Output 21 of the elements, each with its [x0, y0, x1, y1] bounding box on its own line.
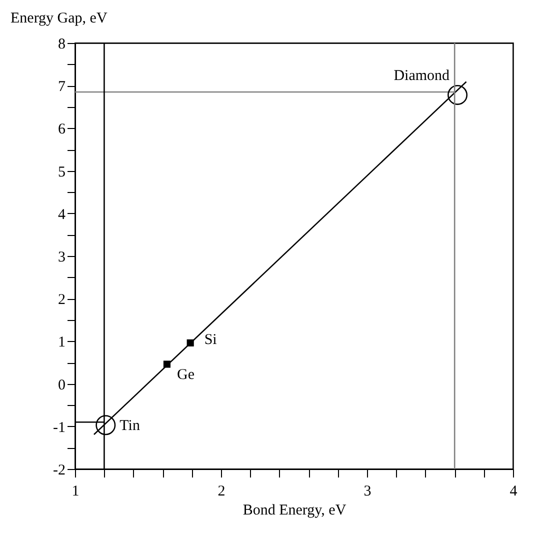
y-tick-label: 0 [58, 377, 66, 394]
x-axis-title: Bond Energy, eV [242, 502, 346, 518]
y-tick-label: -1 [53, 420, 66, 436]
x-tick-label: 3 [364, 484, 372, 500]
y-tick-label: 8 [58, 36, 66, 52]
y-tick-label: 4 [58, 206, 66, 223]
y-axis-title: Energy Gap, eV [10, 10, 108, 26]
x-tick-label: 1 [72, 484, 80, 500]
y-tick-label: 7 [58, 79, 66, 96]
y-tick-label: -2 [53, 462, 66, 478]
annotation: Diamond [394, 68, 450, 84]
y-tick-label: 2 [58, 292, 66, 308]
x-tick-label: 4 [510, 484, 518, 500]
x-tick-label: 2 [218, 484, 226, 500]
y-tick-label: 6 [58, 122, 66, 138]
y-tick-label: 1 [58, 334, 66, 351]
y-tick-label: 5 [58, 164, 66, 180]
annotation: Si [204, 332, 217, 348]
annotation: Tin [120, 418, 140, 434]
y-tick-label: 3 [58, 250, 66, 266]
annotation: Ge [176, 367, 195, 384]
